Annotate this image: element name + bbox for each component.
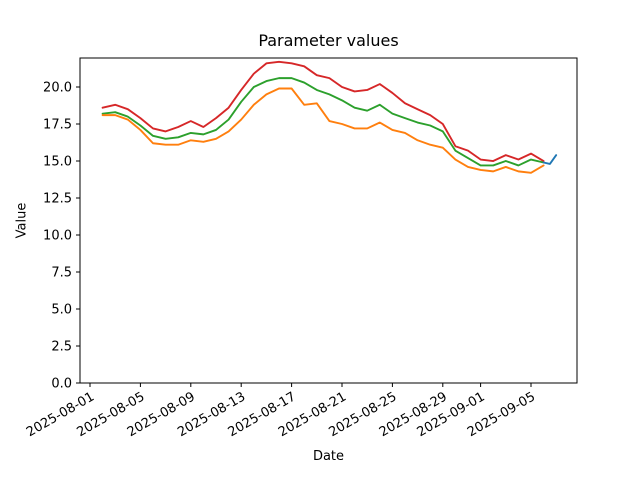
series-blue-line	[542, 154, 558, 165]
chart-title: Parameter values	[258, 31, 399, 50]
y-axis-label: Value	[14, 202, 30, 239]
plot-border	[79, 57, 578, 384]
x-axis-label: Date	[312, 449, 345, 464]
y-tick-label: 20.0	[43, 81, 72, 96]
series-red-line	[101, 60, 545, 162]
y-tick-label: 10.0	[43, 229, 72, 244]
y-tick-label: 17.5	[43, 118, 72, 133]
y-tick-label: 12.5	[43, 192, 72, 207]
y-tick-label: 2.5	[51, 340, 72, 355]
y-tick-label: 0.0	[51, 377, 72, 392]
y-tick-label: 7.5	[51, 266, 72, 281]
series-green-line	[101, 77, 545, 167]
y-tick-label: 5.0	[51, 303, 72, 318]
y-tick-label: 15.0	[43, 155, 72, 170]
series-orange-line	[101, 87, 545, 174]
